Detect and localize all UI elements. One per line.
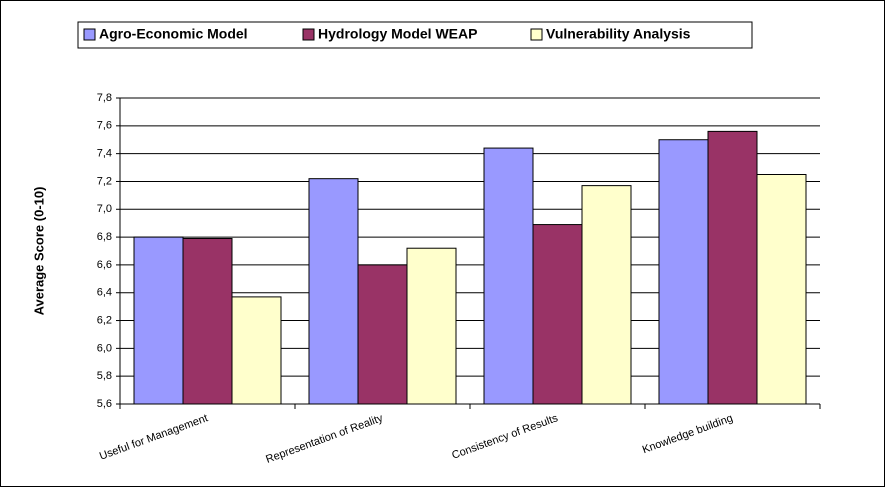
legend-label: Hydrology Model WEAP	[318, 26, 477, 42]
y-tick-label: 7,8	[97, 92, 112, 104]
legend-label: Agro-Economic Model	[99, 26, 248, 42]
bar	[231, 296, 282, 405]
y-tick-label: 7,6	[97, 120, 112, 132]
legend-swatch	[83, 28, 96, 41]
legend-swatch	[302, 28, 315, 41]
bar	[707, 130, 758, 405]
bar	[406, 247, 457, 405]
y-tick-label: 6,6	[97, 259, 112, 271]
y-tick-label: 6,0	[97, 342, 112, 354]
bar	[532, 224, 583, 405]
bar	[357, 264, 408, 405]
legend-label: Vulnerability Analysis	[546, 26, 691, 42]
y-tick-label: 6,4	[97, 287, 112, 299]
legend-box	[77, 21, 753, 49]
y-tick-label: 5,8	[97, 370, 112, 382]
bar	[581, 185, 632, 405]
y-axis-title: Average Score (0-10)	[31, 187, 46, 316]
bar	[308, 178, 359, 405]
y-tick-label: 6,2	[97, 314, 112, 326]
bar	[658, 139, 709, 405]
bar	[182, 237, 233, 405]
y-tick-label: 7,4	[97, 148, 112, 160]
legend-swatch	[530, 28, 543, 41]
y-tick-label: 5,6	[97, 398, 112, 410]
bar	[483, 147, 534, 405]
bar	[756, 174, 807, 405]
y-tick-label: 7,2	[97, 175, 112, 187]
y-tick-label: 7,0	[97, 203, 112, 215]
bar	[133, 236, 184, 405]
y-tick-label: 6,8	[97, 231, 112, 243]
